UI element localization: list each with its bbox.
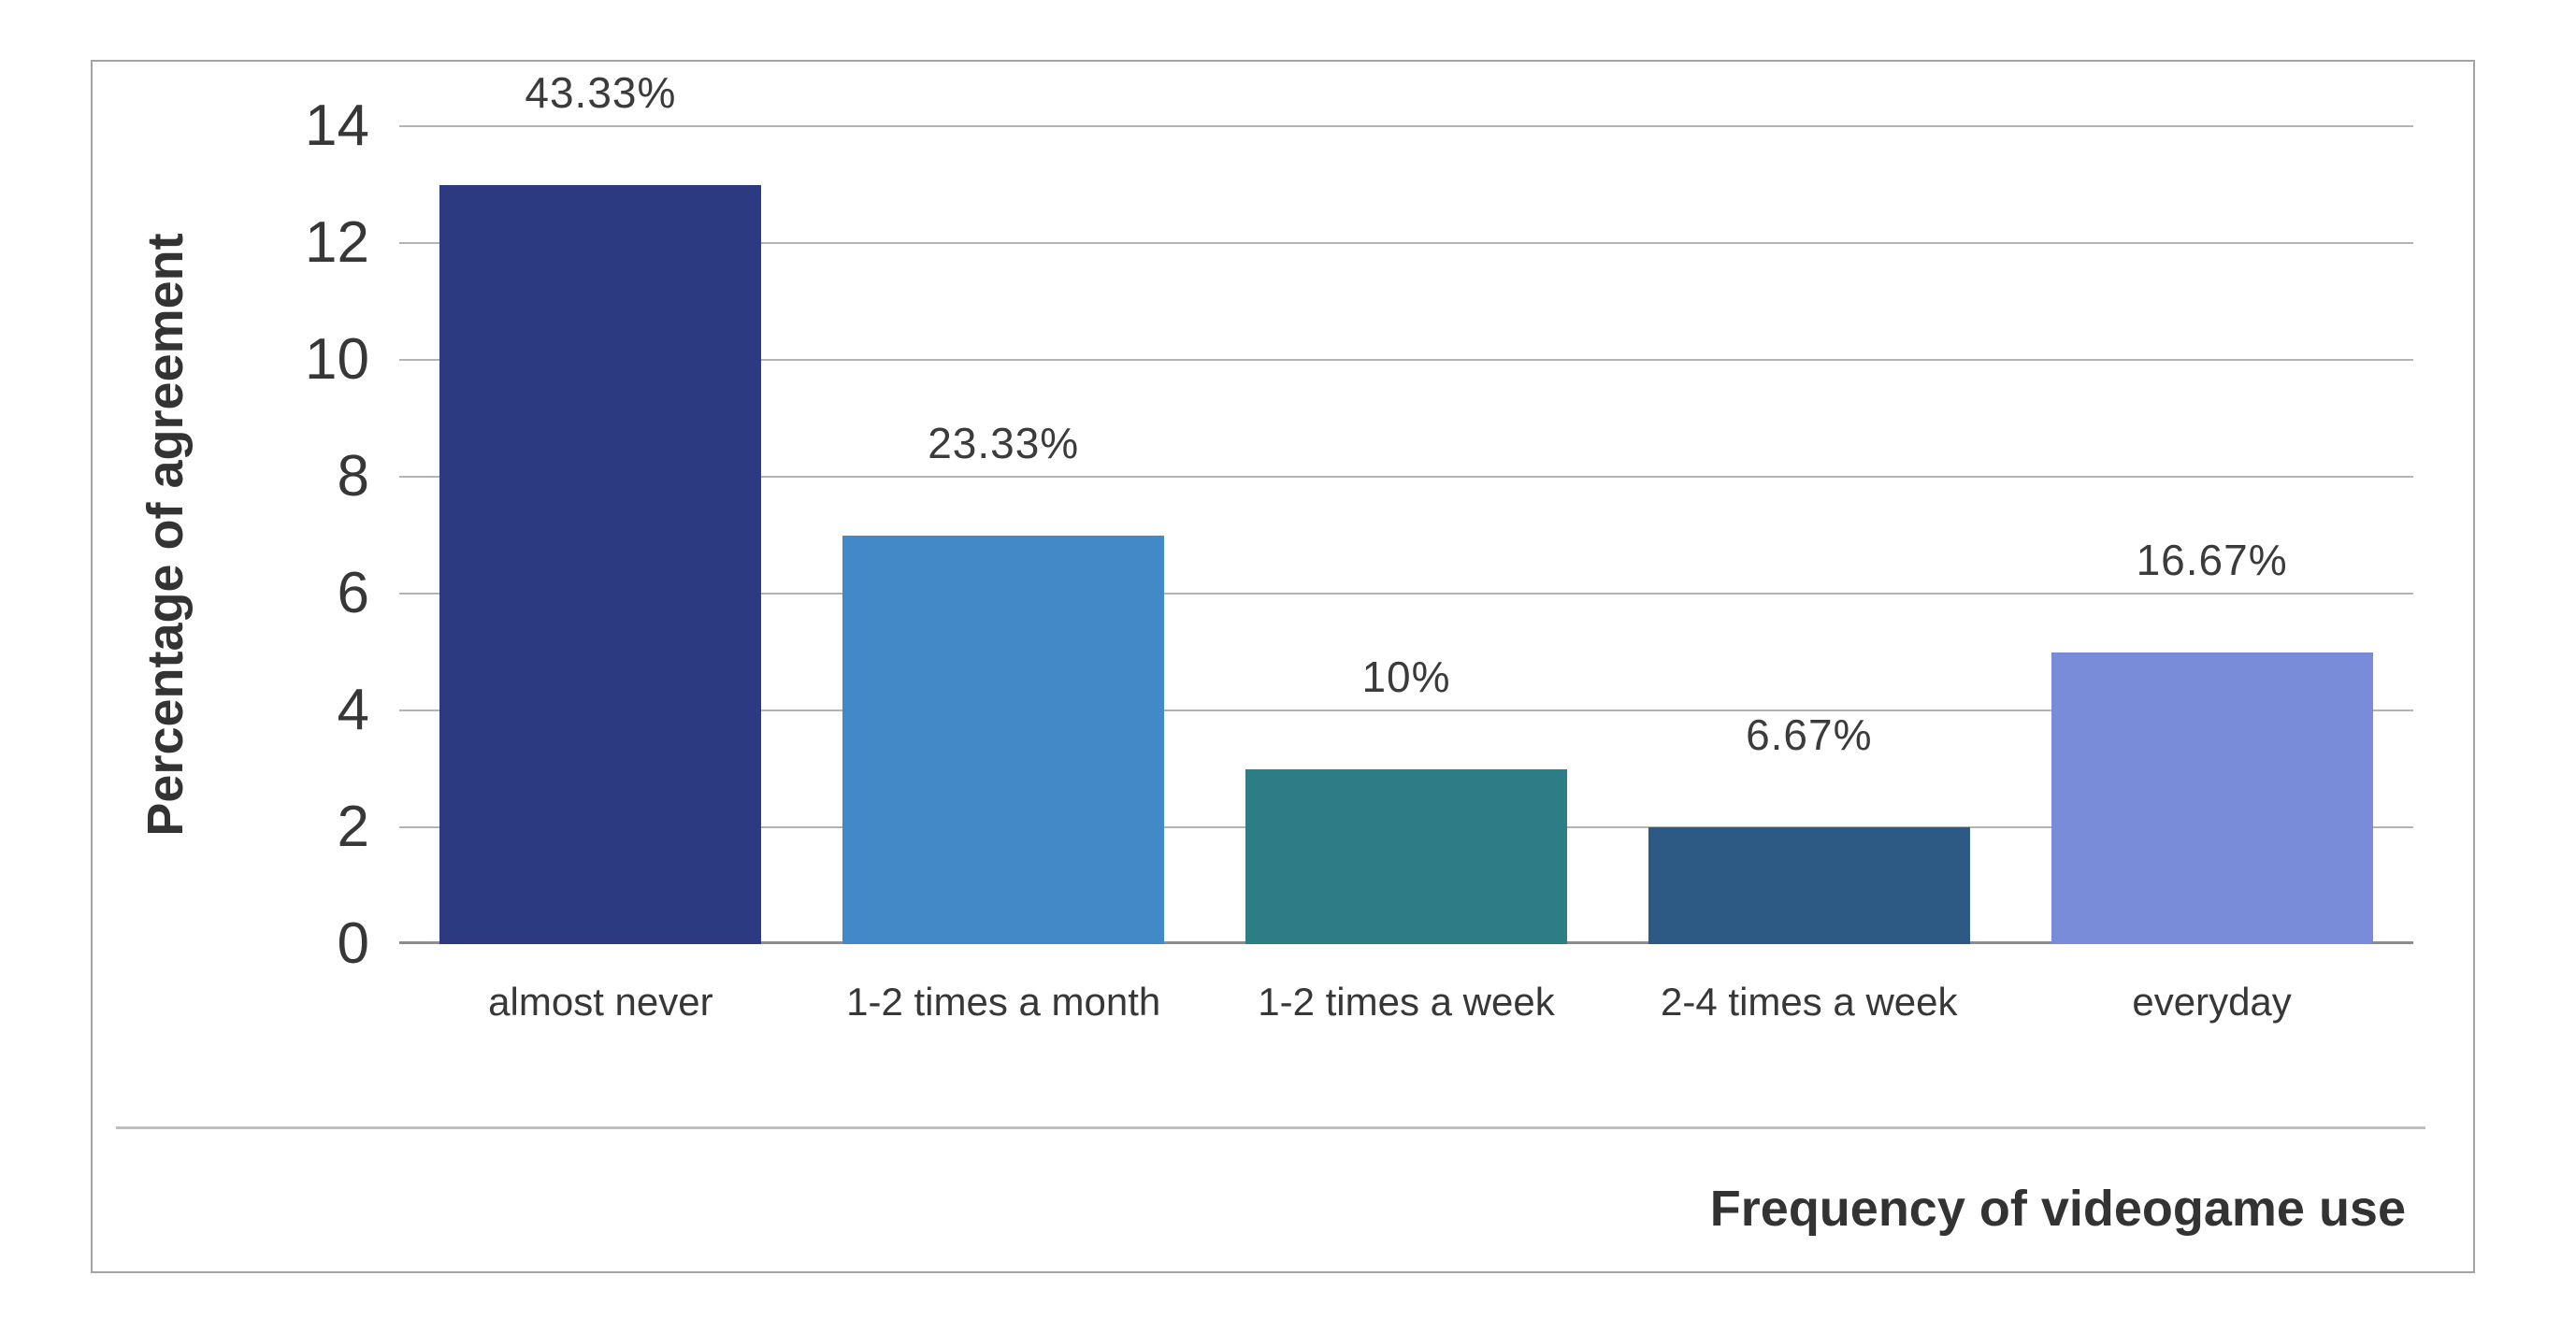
bar-value-label: 10% — [1361, 652, 1451, 701]
y-tick-label: 0 — [337, 911, 369, 976]
gridline — [399, 710, 2413, 711]
x-tick-label: almost never — [488, 980, 713, 1024]
x-tick-labels: almost never 1-2 times a month 1-2 times a… — [399, 980, 2413, 1036]
bar — [439, 184, 762, 944]
gridline — [399, 476, 2413, 478]
y-axis-title: Percentage of agreement — [137, 233, 194, 837]
x-tick-label: 2-4 times a week — [1661, 980, 1958, 1024]
footer-divider-line — [116, 1126, 2425, 1129]
gridline — [399, 593, 2413, 595]
y-tick-label: 4 — [337, 678, 369, 742]
y-tick-label: 10 — [305, 327, 369, 392]
y-tick-label: 6 — [337, 561, 369, 625]
bar-value-label: 6.67% — [1746, 710, 1873, 759]
bar — [1648, 827, 1970, 944]
bar-value-label: 43.33% — [525, 67, 677, 117]
x-tick-label: everyday — [2132, 980, 2292, 1024]
y-tick-label: 8 — [337, 444, 369, 509]
bar — [842, 535, 1165, 944]
x-axis-title: Frequency of videogame use — [1709, 1181, 2406, 1237]
bar-value-label: 16.67% — [2136, 535, 2288, 584]
chart-panel: 43.33% 23.33% 10% 6.67% 16.67% 0 2 4 6 8 10 12 14 a… — [91, 60, 2475, 1273]
y-tick-label: 12 — [305, 210, 369, 275]
y-tick-label: 14 — [305, 93, 369, 158]
x-tick-label: 1-2 times a week — [1258, 980, 1555, 1024]
y-tick-label: 2 — [337, 795, 369, 859]
bar — [1245, 768, 1567, 944]
x-tick-label: 1-2 times a month — [846, 980, 1161, 1024]
bar-value-label: 23.33% — [928, 418, 1080, 467]
gridline — [399, 359, 2413, 361]
gridline — [399, 125, 2413, 127]
gridline — [399, 242, 2413, 244]
plot-area: 43.33% 23.33% 10% 6.67% 16.67% — [399, 68, 2413, 944]
bar — [2051, 652, 2373, 944]
